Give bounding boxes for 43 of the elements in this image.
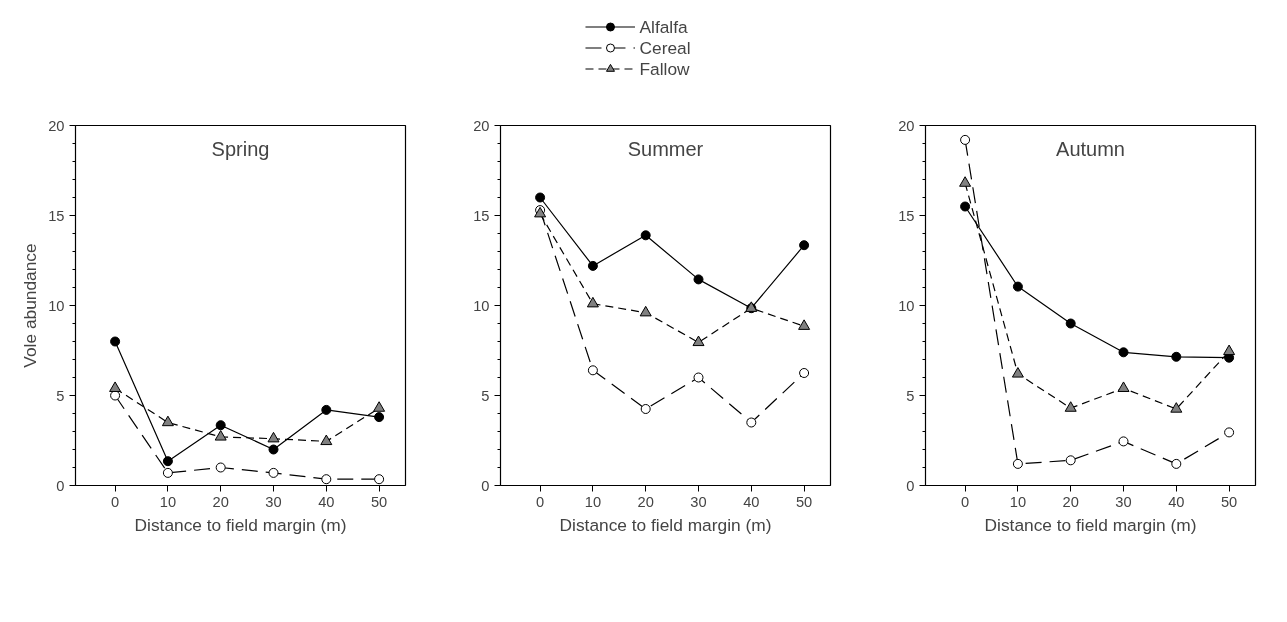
y-tick-label: 10 [898,297,915,314]
text: Spring [211,137,270,160]
x-tick-label: 40 [743,493,760,510]
x-tick-label: 20 [212,493,229,510]
x-tick-label: 10 [159,493,177,510]
y-tick-label: 15 [898,207,915,224]
y-tick-label: 0 [906,477,915,494]
y-tick-label: 10 [48,297,65,314]
legend-label: Fallow [639,58,690,79]
x-axis-title: Distance to field margin (m) [984,514,1197,535]
x-axis-title: Distance to field margin (m) [559,514,772,535]
x-tick-label: 20 [1062,493,1079,510]
x-tick-label: 30 [690,493,707,510]
x-tick-label: 50 [370,493,388,510]
x-tick-label: 30 [1115,493,1132,510]
x-tick-label: 40 [1168,493,1185,510]
text: Summer [627,137,704,160]
text: Autumn [1056,137,1125,160]
y-tick-label: 0 [481,477,490,494]
x-tick-label: 10 [584,493,602,510]
x-tick-label: 50 [795,493,813,510]
y-tick-label: 5 [906,387,915,404]
x-tick-label: 40 [318,493,335,510]
x-axis-title: Distance to field margin (m) [134,514,347,535]
y-axis-title: Vole abundance [20,243,41,368]
y-tick-label: 5 [481,387,490,404]
legend-label: Alfalfa [639,16,688,37]
x-tick-label: 0 [961,493,970,510]
x-tick-label: 0 [536,493,545,510]
y-tick-label: 20 [473,117,490,134]
x-tick-label: 0 [111,493,120,510]
y-tick-label: 20 [48,117,65,134]
y-tick-label: 0 [56,477,65,494]
y-tick-label: 15 [473,207,490,224]
x-tick-label: 50 [1220,493,1238,510]
x-tick-label: 30 [265,493,282,510]
legend-label: Cereal [639,37,691,58]
y-tick-label: 15 [48,207,65,224]
y-tick-label: 10 [473,297,490,314]
y-tick-label: 5 [56,387,65,404]
x-tick-label: 20 [637,493,654,510]
x-tick-label: 10 [1009,493,1027,510]
y-tick-label: 20 [898,117,915,134]
